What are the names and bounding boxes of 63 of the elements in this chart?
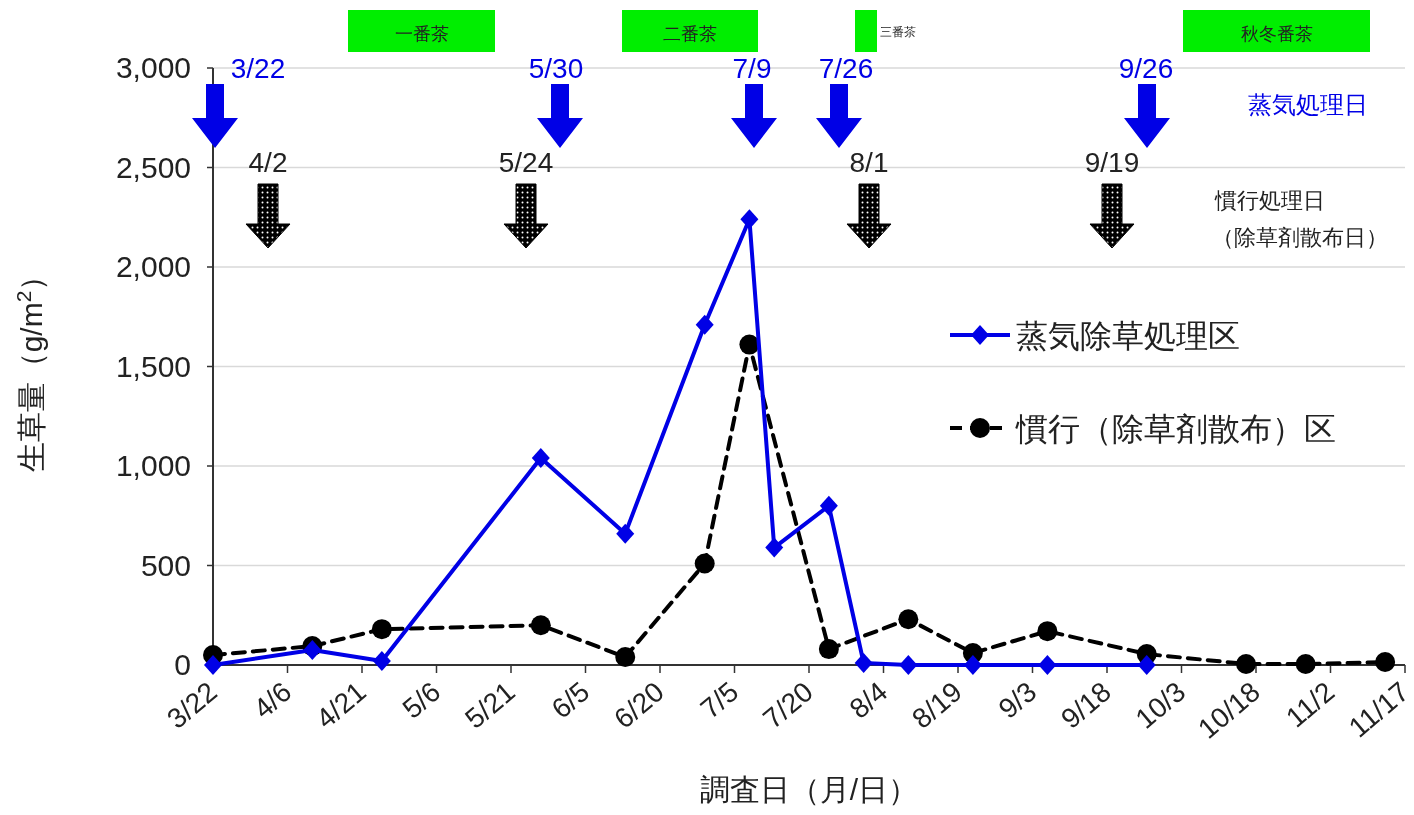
point	[818, 639, 839, 660]
point	[616, 523, 635, 544]
point	[530, 615, 551, 636]
y-tick-label: 1,500	[115, 349, 191, 383]
annotation: 9/26	[1118, 53, 1174, 84]
point	[854, 653, 873, 674]
annotation: 4/2	[248, 147, 288, 178]
legend-label: 蒸気除草処理区	[1016, 318, 1240, 354]
text: 三番茶	[880, 25, 916, 39]
point	[615, 647, 636, 668]
annotation: （除草剤散布日）	[1212, 225, 1388, 250]
x-tick-label: 8/4	[843, 675, 894, 725]
y-tick-label: 500	[140, 548, 191, 582]
point	[204, 655, 222, 675]
annotation: 9/19	[1084, 147, 1140, 178]
x-tick-label: 4/21	[310, 675, 372, 735]
y-tick-label: 2,500	[115, 150, 191, 184]
point	[765, 537, 784, 558]
x-tick-label: 4/6	[247, 675, 298, 725]
x-tick-label: 7/20	[757, 675, 819, 735]
annotation: 5/30	[528, 53, 584, 84]
point	[898, 609, 919, 630]
text: 一番茶	[394, 24, 449, 44]
point	[740, 209, 759, 230]
point	[1236, 654, 1257, 675]
annotation: 5/24	[498, 147, 554, 178]
point	[1295, 654, 1316, 675]
y-tick-label: 3,000	[115, 51, 191, 84]
point	[1137, 655, 1156, 675]
x-tick-label: 6/20	[608, 675, 670, 735]
annotation: 慣行処理日	[1214, 188, 1325, 213]
x-axis-title: 調査日（月/日）	[699, 773, 919, 806]
point	[695, 314, 714, 335]
annotation: 7/9	[732, 53, 772, 84]
text: 二番茶	[663, 24, 717, 44]
annotation: 3/22	[230, 53, 286, 84]
point	[1038, 655, 1057, 675]
x-tick-label: 8/19	[906, 675, 968, 735]
point	[372, 651, 391, 672]
y-tick-label: 1,000	[115, 449, 191, 482]
point	[531, 448, 550, 469]
point	[1037, 621, 1058, 642]
point	[371, 619, 392, 640]
point	[899, 655, 918, 675]
point	[819, 495, 838, 516]
legend-label: 慣行（除草剤散布）区	[1015, 411, 1336, 447]
annotation: 蒸気処理日	[1248, 91, 1368, 118]
x-tick-label: 7/5	[694, 675, 745, 725]
annotation: 8/1	[849, 147, 889, 178]
x-tick-label: 6/5	[545, 675, 596, 725]
point	[963, 655, 982, 675]
x-tick-label: 5/6	[396, 675, 447, 725]
point	[1375, 652, 1396, 673]
x-tick-label: 9/18	[1055, 675, 1117, 735]
x-tick-label: 9/3	[992, 675, 1043, 725]
x-tick-label: 10/3	[1129, 675, 1192, 735]
text: 秋冬番茶	[1240, 24, 1313, 44]
x-tick-label: 5/21	[459, 675, 521, 735]
annotation: 7/26	[818, 53, 874, 84]
x-tick-label: 11/2	[1280, 675, 1341, 734]
point	[694, 553, 715, 574]
point	[739, 334, 760, 355]
y-tick-label: 2,000	[115, 250, 191, 283]
